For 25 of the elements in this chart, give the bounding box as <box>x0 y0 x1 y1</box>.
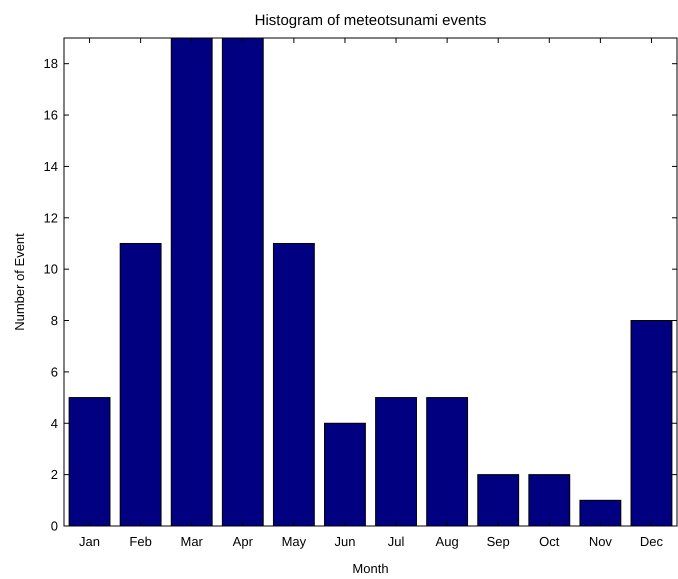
x-tick-label: Nov <box>588 534 612 549</box>
x-tick-label: Apr <box>232 534 254 549</box>
y-tick-label: 14 <box>44 158 58 174</box>
x-tick-label: Jan <box>79 534 100 549</box>
x-axis-title: Month <box>352 561 389 576</box>
x-tick-label: Jul <box>388 534 404 549</box>
y-tick-label: 0 <box>50 518 58 534</box>
y-tick-label: 4 <box>50 416 58 431</box>
x-tick-label: Sep <box>486 534 510 549</box>
x-tick-label: Oct <box>539 534 560 549</box>
y-tick-label: 10 <box>44 262 58 277</box>
x-tick-label: Aug <box>436 534 459 549</box>
y-tick-label: 16 <box>44 108 58 123</box>
y-tick-label: 6 <box>50 364 58 380</box>
y-tick-label: 18 <box>44 56 58 72</box>
x-tick-label: May <box>282 534 307 549</box>
x-tick-label: Dec <box>640 534 664 549</box>
y-tick-label: 8 <box>50 313 58 328</box>
y-tick-label: 12 <box>44 210 58 226</box>
chart-title: Histogram of meteotsunami events <box>254 12 486 29</box>
x-tick-label: Mar <box>180 534 204 549</box>
y-tick-label: 2 <box>50 467 58 482</box>
x-tick-label: Feb <box>129 534 152 549</box>
x-tick-label: Jun <box>334 534 356 549</box>
y-axis-title: Number of Event <box>12 232 27 331</box>
